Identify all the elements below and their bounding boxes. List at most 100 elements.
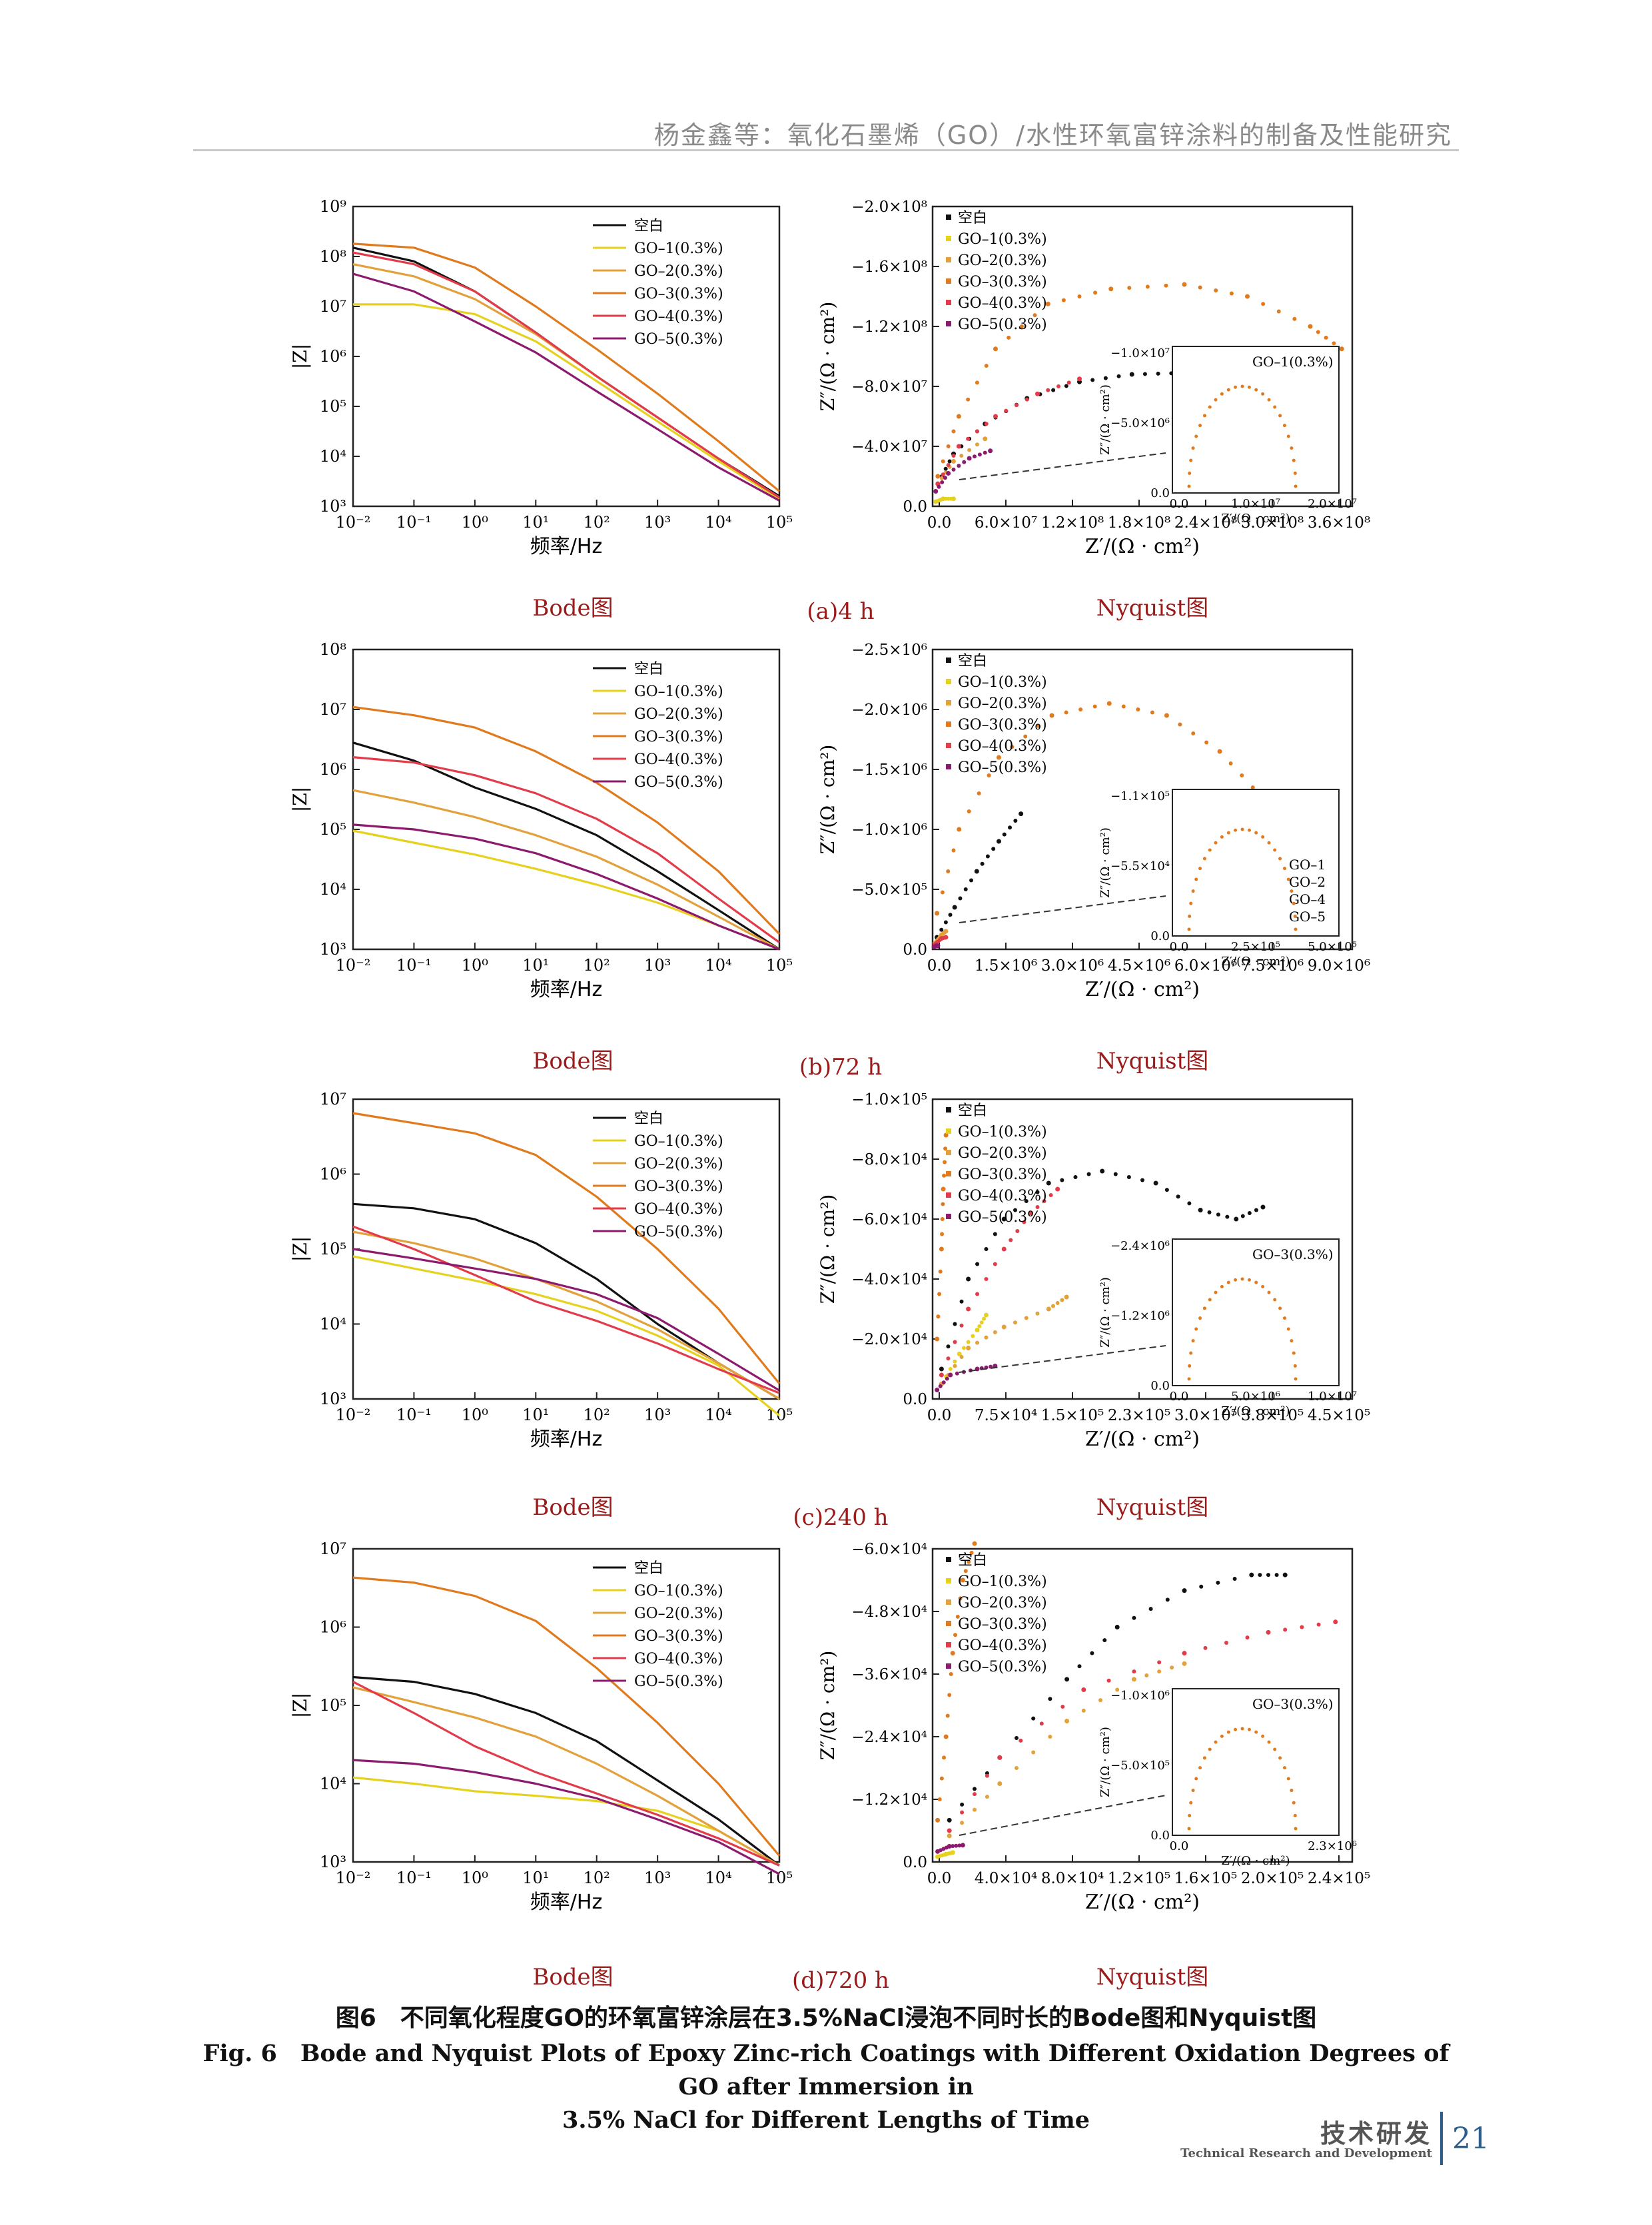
data-point xyxy=(941,1380,946,1385)
inset-data-point xyxy=(1187,484,1191,488)
x-tick-label: 10⁵ xyxy=(766,1869,793,1887)
inset-data-point xyxy=(1198,1316,1202,1320)
data-point xyxy=(960,1843,965,1848)
data-point xyxy=(1164,283,1168,288)
data-point xyxy=(1081,1708,1086,1713)
legend-label: GO–2(0.3%) xyxy=(958,1145,1047,1162)
y-tick-label: 10⁴ xyxy=(320,880,346,899)
series-line xyxy=(352,756,780,943)
data-point xyxy=(946,444,951,448)
legend-label: GO–1(0.3%) xyxy=(634,240,723,257)
series-line xyxy=(352,789,780,951)
x-tick-label: 10¹ xyxy=(522,1869,549,1887)
x-tick-label: 10⁻¹ xyxy=(396,956,432,975)
data-point xyxy=(947,1828,952,1833)
data-point xyxy=(951,848,956,853)
x-axis-label: Z′/(Ω · cm²) xyxy=(1085,535,1200,558)
data-point xyxy=(1136,707,1140,711)
inset-frame xyxy=(1172,346,1340,494)
data-point xyxy=(962,460,967,464)
inset-data-point xyxy=(1208,1747,1212,1751)
data-point xyxy=(954,1843,959,1848)
series-line xyxy=(352,829,780,951)
data-point xyxy=(1077,376,1082,382)
data-point xyxy=(960,1802,965,1807)
y-tick-label: 10⁴ xyxy=(320,447,346,466)
inset-data-point xyxy=(1187,927,1191,931)
data-point xyxy=(1046,388,1050,392)
data-point xyxy=(958,1596,963,1601)
legend-label: GO–3(0.3%) xyxy=(634,1628,723,1645)
inset-label: GO–2 xyxy=(1289,874,1326,890)
x-tick-label: 3.0×10⁶ xyxy=(1041,957,1104,975)
nyquist-caption-b: Nyquist图 xyxy=(1096,1048,1209,1075)
legend-label: 空白 xyxy=(634,1560,663,1577)
inset-x-tick-label: 2.5×10⁵ xyxy=(1231,940,1280,954)
inset-data-point xyxy=(1273,1747,1277,1751)
inset-x-tick-label: 0.0 xyxy=(1170,1839,1189,1853)
data-point xyxy=(997,1755,1003,1760)
data-point xyxy=(943,1734,949,1739)
legend-marker xyxy=(946,658,951,663)
data-point xyxy=(939,476,944,480)
y-tick-label: −1.0×10⁶ xyxy=(851,821,927,839)
data-point xyxy=(1055,1186,1060,1192)
data-point xyxy=(993,1262,997,1266)
data-point xyxy=(1258,1573,1262,1577)
data-point xyxy=(956,414,961,419)
data-point xyxy=(956,444,961,449)
y-axis-label: Z″/(Ω · cm²) xyxy=(817,302,839,412)
data-point xyxy=(1031,1716,1036,1721)
data-point xyxy=(940,480,945,484)
y-tick-label: 10⁵ xyxy=(320,1240,346,1258)
data-point xyxy=(935,1388,940,1392)
data-point xyxy=(1060,1178,1064,1182)
data-point xyxy=(940,1232,945,1236)
legend-marker xyxy=(946,1578,951,1583)
series-line xyxy=(352,1576,781,1857)
x-tick-label: 10⁴ xyxy=(705,956,731,975)
data-point xyxy=(1148,1607,1153,1611)
data-point xyxy=(945,1713,950,1718)
inset-x-label: Z′/(Ω · cm²) xyxy=(1221,955,1290,969)
y-tick-label: −2.4×10⁴ xyxy=(851,1729,927,1746)
data-point xyxy=(943,935,949,940)
inset-data-point xyxy=(1240,1727,1244,1731)
data-point xyxy=(1198,285,1202,290)
legend-label: GO–4(0.3%) xyxy=(958,295,1047,312)
data-point xyxy=(1100,1168,1105,1174)
data-point xyxy=(1276,309,1281,314)
y-axis-label: |Z| xyxy=(289,1693,311,1718)
inset-x-tick-label: 0.0 xyxy=(1170,1390,1189,1404)
legend-marker xyxy=(946,700,951,705)
data-point xyxy=(1339,346,1344,352)
data-point xyxy=(1001,1216,1007,1222)
legend-label: 空白 xyxy=(634,218,663,234)
data-point xyxy=(946,869,951,873)
inset-data-point xyxy=(1292,901,1296,905)
data-point xyxy=(1157,1660,1162,1665)
bode-caption-c: Bode图 xyxy=(532,1494,614,1521)
data-point xyxy=(935,911,940,916)
y-tick-label: −2.0×10⁸ xyxy=(851,199,927,216)
data-point xyxy=(937,1797,942,1801)
inset-data-point xyxy=(1286,877,1290,881)
bode-caption-d: Bode图 xyxy=(532,1964,614,1991)
y-tick-label: −8.0×10⁷ xyxy=(851,378,927,396)
running-title: 杨金鑫等：氧化石墨烯（GO）/水性环氧富锌涂料的制备及性能研究 xyxy=(653,121,1452,150)
data-point xyxy=(935,943,941,949)
inset-data-point xyxy=(1293,471,1297,475)
x-tick-label: 4.5×10⁶ xyxy=(1108,957,1170,975)
data-point xyxy=(1028,1210,1033,1216)
data-point xyxy=(1254,1208,1258,1212)
data-point xyxy=(1292,316,1297,321)
legend-label: GO–2(0.3%) xyxy=(958,1595,1047,1611)
legend-marker xyxy=(946,721,951,727)
data-point xyxy=(983,436,988,442)
y-tick-label: −6.0×10⁴ xyxy=(851,1541,927,1558)
inset-x-tick-label: 0.0 xyxy=(1170,497,1189,511)
data-point xyxy=(967,809,971,813)
series-line xyxy=(352,1255,781,1417)
figure-caption-en: Fig. 6 Bode and Nyquist Plots of Epoxy Z… xyxy=(200,2037,1452,2137)
legend-marker xyxy=(946,1663,951,1669)
